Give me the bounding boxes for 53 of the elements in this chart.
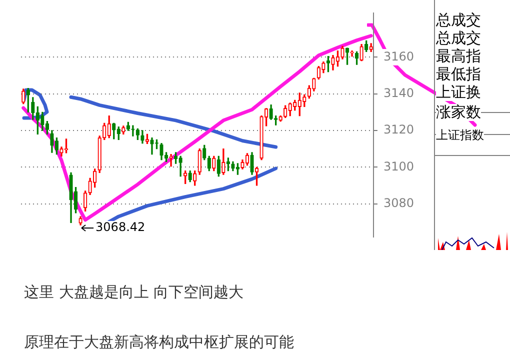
candlestick bbox=[245, 153, 250, 166]
candlestick bbox=[107, 116, 111, 138]
candlestick bbox=[236, 163, 240, 175]
y-tick-label: 3160 bbox=[383, 49, 414, 64]
y-tick-label: 3080 bbox=[383, 196, 414, 210]
text: 这里 大盘越是向上 向下空间越大 bbox=[24, 283, 244, 302]
candlestick bbox=[284, 105, 288, 118]
y-tick-label: 3120 bbox=[383, 122, 414, 137]
candlestick bbox=[122, 126, 126, 134]
text: 涨家数 bbox=[436, 103, 481, 121]
candlestick bbox=[54, 138, 59, 155]
annotation: 3068.42 bbox=[96, 220, 146, 234]
candlestick bbox=[360, 44, 364, 62]
candlestick bbox=[274, 116, 278, 126]
candlestick bbox=[140, 130, 144, 144]
candlestick bbox=[193, 170, 197, 186]
text: 最低指 bbox=[436, 65, 481, 83]
candlestick bbox=[369, 43, 373, 52]
text: 原理在于大盘新高将构成中枢扩展的可能 bbox=[24, 333, 294, 352]
candlestick bbox=[345, 48, 350, 65]
text: 上证换 bbox=[436, 83, 481, 101]
candlestick bbox=[131, 125, 135, 136]
candlestick bbox=[145, 134, 150, 144]
text: 最高指 bbox=[436, 47, 481, 65]
candlestick bbox=[302, 94, 306, 107]
candlestick bbox=[326, 56, 330, 72]
text: 上证指数 bbox=[436, 127, 484, 144]
candlestick bbox=[126, 122, 130, 131]
candlestick bbox=[136, 128, 140, 140]
text: 总成交 bbox=[436, 11, 481, 29]
candlestick bbox=[183, 170, 188, 184]
candlestick bbox=[278, 116, 282, 122]
candlestick bbox=[222, 148, 226, 175]
y-tick-label: 3100 bbox=[383, 159, 414, 174]
candlestick bbox=[83, 190, 88, 212]
candlestick bbox=[364, 40, 368, 52]
candlestick bbox=[269, 104, 273, 120]
candlestick bbox=[78, 216, 82, 226]
candlestick bbox=[293, 100, 297, 111]
candlestick bbox=[350, 50, 354, 57]
text: 总成交 bbox=[436, 29, 481, 47]
candlestick bbox=[312, 78, 316, 92]
candlestick bbox=[116, 126, 120, 140]
y-tick-label: 3140 bbox=[383, 86, 414, 100]
candlestick bbox=[198, 148, 202, 175]
candlestick bbox=[250, 152, 254, 175]
candlestick bbox=[202, 144, 206, 160]
candlestick bbox=[188, 170, 192, 182]
candlestick bbox=[169, 154, 173, 167]
candlestick bbox=[26, 88, 30, 112]
candlestick bbox=[216, 156, 220, 177]
candlestick bbox=[102, 122, 106, 140]
candlestick bbox=[98, 136, 102, 173]
